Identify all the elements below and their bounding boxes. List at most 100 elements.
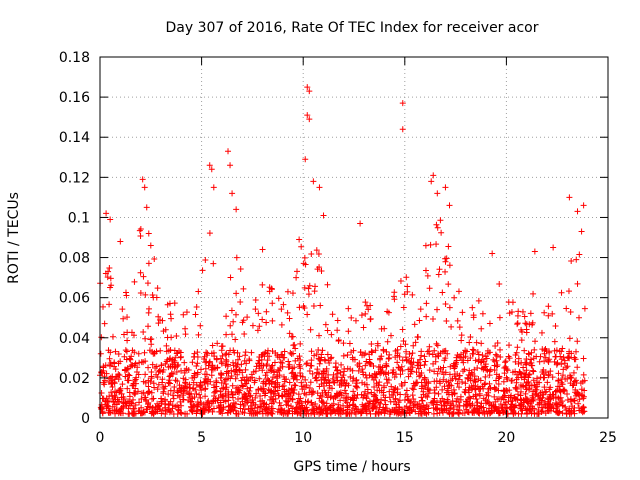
data-point [123, 292, 130, 299]
data-point [463, 398, 470, 405]
data-point [434, 370, 441, 377]
data-point [545, 312, 552, 319]
data-point [159, 317, 166, 324]
data-point [272, 395, 279, 402]
data-point [154, 400, 161, 407]
data-point [575, 400, 582, 407]
data-point [286, 315, 293, 322]
data-point [495, 395, 502, 402]
data-point [309, 370, 316, 377]
data-point [411, 321, 418, 328]
data-point [390, 369, 397, 376]
data-point [478, 400, 485, 407]
data-point [100, 379, 107, 386]
data-point [131, 377, 138, 384]
data-point [535, 392, 542, 399]
data-point [441, 383, 448, 390]
data-point [503, 374, 510, 381]
data-point [556, 395, 563, 402]
data-point [480, 358, 487, 365]
data-point [383, 362, 390, 369]
data-point [237, 299, 244, 306]
data-point [418, 394, 425, 401]
data-point [125, 377, 132, 384]
data-point [560, 354, 567, 361]
data-point [137, 290, 144, 297]
data-point [545, 408, 552, 415]
data-point [145, 230, 152, 237]
data-point [319, 347, 326, 354]
data-point [566, 194, 573, 201]
data-point [143, 406, 150, 413]
data-point [466, 372, 473, 379]
data-point [474, 349, 481, 355]
data-point [478, 340, 485, 347]
data-point [430, 172, 437, 179]
data-point [182, 331, 189, 338]
data-point [429, 315, 436, 322]
data-point [197, 395, 204, 402]
data-point [247, 384, 254, 391]
data-point [128, 399, 135, 406]
data-point [182, 376, 189, 383]
data-point [430, 399, 437, 406]
data-point [525, 400, 532, 407]
data-point [367, 302, 374, 309]
data-point [137, 225, 144, 232]
data-point [252, 401, 259, 408]
data-point [435, 350, 442, 357]
data-point [316, 184, 323, 191]
data-point [453, 357, 460, 364]
data-point [578, 228, 585, 235]
data-point [447, 363, 454, 370]
data-point [286, 363, 293, 370]
data-point [323, 410, 330, 417]
data-point [108, 389, 115, 396]
data-point [224, 363, 231, 370]
data-point [215, 394, 222, 401]
data-point [460, 359, 467, 366]
data-point [136, 399, 143, 406]
data-point [495, 375, 502, 382]
data-point [410, 386, 417, 393]
data-point [223, 331, 230, 338]
data-point [321, 403, 328, 410]
data-point [399, 326, 406, 333]
data-point [131, 410, 138, 417]
data-point [330, 378, 337, 385]
data-point [327, 355, 334, 362]
data-point [329, 385, 336, 392]
y-tick-label: 0.1 [68, 210, 90, 226]
data-point [194, 398, 201, 405]
data-point [542, 398, 549, 405]
data-point [259, 367, 266, 374]
data-point [306, 116, 313, 123]
x-tick-label: 5 [197, 430, 206, 446]
data-point [227, 322, 234, 329]
data-point [357, 349, 364, 356]
data-point [445, 409, 452, 416]
data-point [263, 308, 270, 315]
data-point [423, 401, 430, 408]
data-point [280, 301, 287, 308]
data-point [492, 343, 499, 350]
data-point [122, 347, 129, 354]
data-point [513, 349, 520, 356]
data-point [491, 362, 498, 369]
data-point [116, 398, 123, 405]
data-point [429, 351, 436, 358]
data-point [297, 356, 304, 363]
data-point [571, 378, 578, 385]
data-point [328, 354, 335, 361]
data-point [559, 398, 566, 405]
data-point [176, 382, 183, 389]
data-point [470, 347, 477, 354]
data-point [138, 404, 145, 411]
data-point [366, 407, 373, 414]
data-point [145, 364, 152, 371]
data-point [378, 368, 385, 375]
data-point [340, 352, 347, 359]
data-point [451, 365, 458, 372]
data-point [304, 311, 311, 318]
data-point [508, 401, 515, 408]
